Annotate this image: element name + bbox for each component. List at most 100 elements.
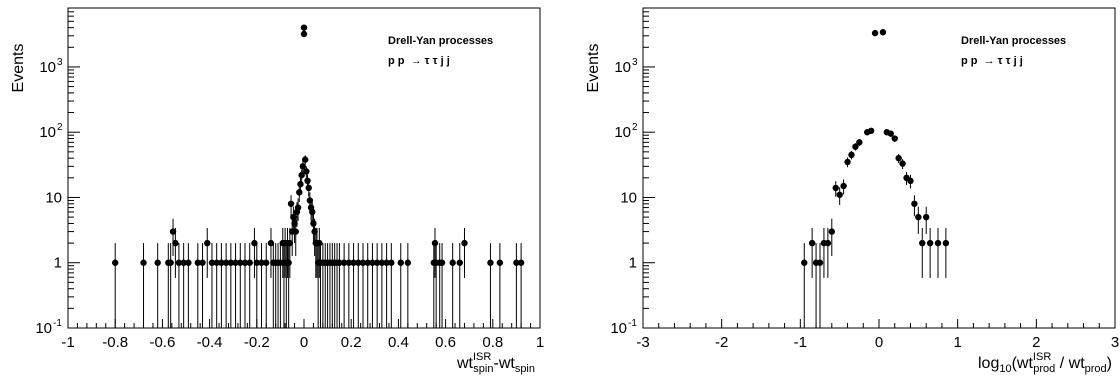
left-x-tick-label: -0.4 — [197, 334, 223, 351]
right-y-tick-exponent: -1 — [628, 318, 637, 329]
right-x-title-sup: ISR — [1033, 351, 1051, 363]
right-data-point — [899, 160, 906, 167]
left-data-point — [140, 259, 147, 266]
right-y-tick-label: 10 — [610, 320, 627, 337]
right-data-point — [867, 127, 875, 135]
left-data-point — [304, 177, 311, 185]
right-x-axis-title: log10(wtISR prod / wtprod) — [978, 351, 1112, 375]
left-data-point — [300, 24, 308, 31]
right-data-point — [942, 239, 950, 247]
left-y-tick-exponent: -1 — [53, 318, 62, 329]
right-data-point — [808, 239, 816, 247]
left-data-point — [296, 189, 303, 196]
left-x-tick-label: 1 — [536, 334, 544, 351]
left-legend-line2: p p → τ τ j j — [388, 55, 450, 67]
right-data-point — [801, 259, 808, 266]
right-data-point — [879, 29, 887, 36]
right-data-point — [907, 177, 914, 185]
left-y-tick-label: 10 — [39, 124, 56, 141]
right-data-point — [852, 143, 859, 150]
left-data-point — [169, 228, 177, 235]
right-data-point — [828, 228, 835, 235]
left-data-point — [373, 259, 381, 266]
left-x-ticks: -1 -0.8 -0.6 -0.4 -0.2 0 0.2 0.4 0.6 0.8 1 — [61, 319, 544, 351]
right-x-title-sub1: prod — [1033, 363, 1055, 375]
left-data-point — [298, 171, 305, 179]
left-data-point — [294, 204, 302, 211]
left-data-point — [241, 259, 249, 266]
left-x-title-base: wt — [456, 355, 474, 372]
left-x-axis-title: wtISR spin-wtspin — [456, 351, 535, 375]
left-data-point — [316, 239, 323, 247]
left-x-tick-label: 0.8 — [482, 334, 503, 351]
right-data-point — [856, 139, 863, 146]
right-y-tick-exponent: 3 — [632, 57, 638, 68]
left-data-point — [340, 259, 348, 266]
left-legend-line1: Drell-Yan processes — [388, 35, 493, 47]
right-x-title-close: ) — [1107, 355, 1112, 372]
left-data-point — [355, 259, 362, 266]
left-x-title-sub2: spin — [515, 363, 535, 375]
left-data-point — [517, 259, 525, 266]
right-y-tick-label: 10 — [614, 59, 631, 76]
left-data-point — [456, 259, 463, 266]
left-data-point — [310, 220, 317, 227]
right-x-ticks: -3 -2 -1 0 1 2 3 — [636, 319, 1119, 351]
left-data-point — [237, 259, 244, 266]
left-data-point — [292, 228, 299, 235]
left-data-point — [199, 259, 206, 266]
left-x-title-sup: ISR — [473, 351, 491, 363]
left-data-point — [388, 259, 395, 266]
left-data-point — [246, 259, 253, 266]
right-x-tick-label: 2 — [1032, 334, 1040, 351]
left-data-point — [287, 200, 295, 207]
right-x-tick-label: -2 — [715, 334, 728, 351]
right-data-point — [844, 158, 851, 166]
right-data-point — [926, 239, 934, 247]
left-data-point — [487, 259, 494, 266]
left-data-point — [297, 180, 304, 188]
left-data-point — [300, 30, 308, 38]
left-x-tick-label: -0.6 — [149, 334, 175, 351]
right-y-tick-label: 10 — [614, 124, 631, 141]
right-y-tick-label: 1 — [629, 255, 637, 272]
right-y-axis-title: Events — [585, 44, 602, 93]
right-data-point — [871, 29, 879, 37]
right-x-tick-label: 0 — [875, 334, 883, 351]
left-data-point — [175, 259, 183, 266]
right-data-point — [887, 130, 894, 137]
left-data-point — [222, 259, 230, 266]
right-x-tick-label: 3 — [1111, 334, 1119, 351]
right-data-point — [934, 239, 942, 247]
right-data-point — [895, 154, 902, 162]
right-y-tick-label: 10 — [620, 189, 637, 206]
left-x-tick-label: 0 — [300, 334, 308, 351]
right-data-point — [824, 239, 832, 247]
left-data-point — [227, 259, 235, 266]
left-data-point — [263, 259, 270, 266]
right-data-point — [836, 191, 843, 198]
left-data-point — [112, 259, 119, 266]
left-data-point — [404, 259, 412, 266]
left-data-point — [299, 163, 307, 170]
left-data-point — [383, 259, 390, 266]
left-data-point — [258, 259, 265, 266]
left-data-point — [336, 259, 343, 266]
left-x-tick-label: -0.2 — [244, 334, 270, 351]
left-x-tick-label: 0.6 — [435, 334, 456, 351]
right-legend-line2: p p → τ τ j j — [961, 55, 1023, 67]
left-y-tick-label: 10 — [35, 320, 52, 337]
right-data-point — [891, 135, 898, 142]
left-data-point — [305, 184, 312, 192]
left-data-point — [449, 259, 456, 266]
left-data-point — [251, 239, 258, 247]
left-x-title-sub1: spin — [473, 363, 493, 375]
right-x-title-sub0: 10 — [999, 363, 1011, 375]
left-data-point — [253, 259, 260, 266]
left-data-point — [285, 259, 292, 266]
right-x-tick-label: -3 — [636, 334, 649, 351]
left-x-tick-label: 0.2 — [341, 334, 362, 351]
